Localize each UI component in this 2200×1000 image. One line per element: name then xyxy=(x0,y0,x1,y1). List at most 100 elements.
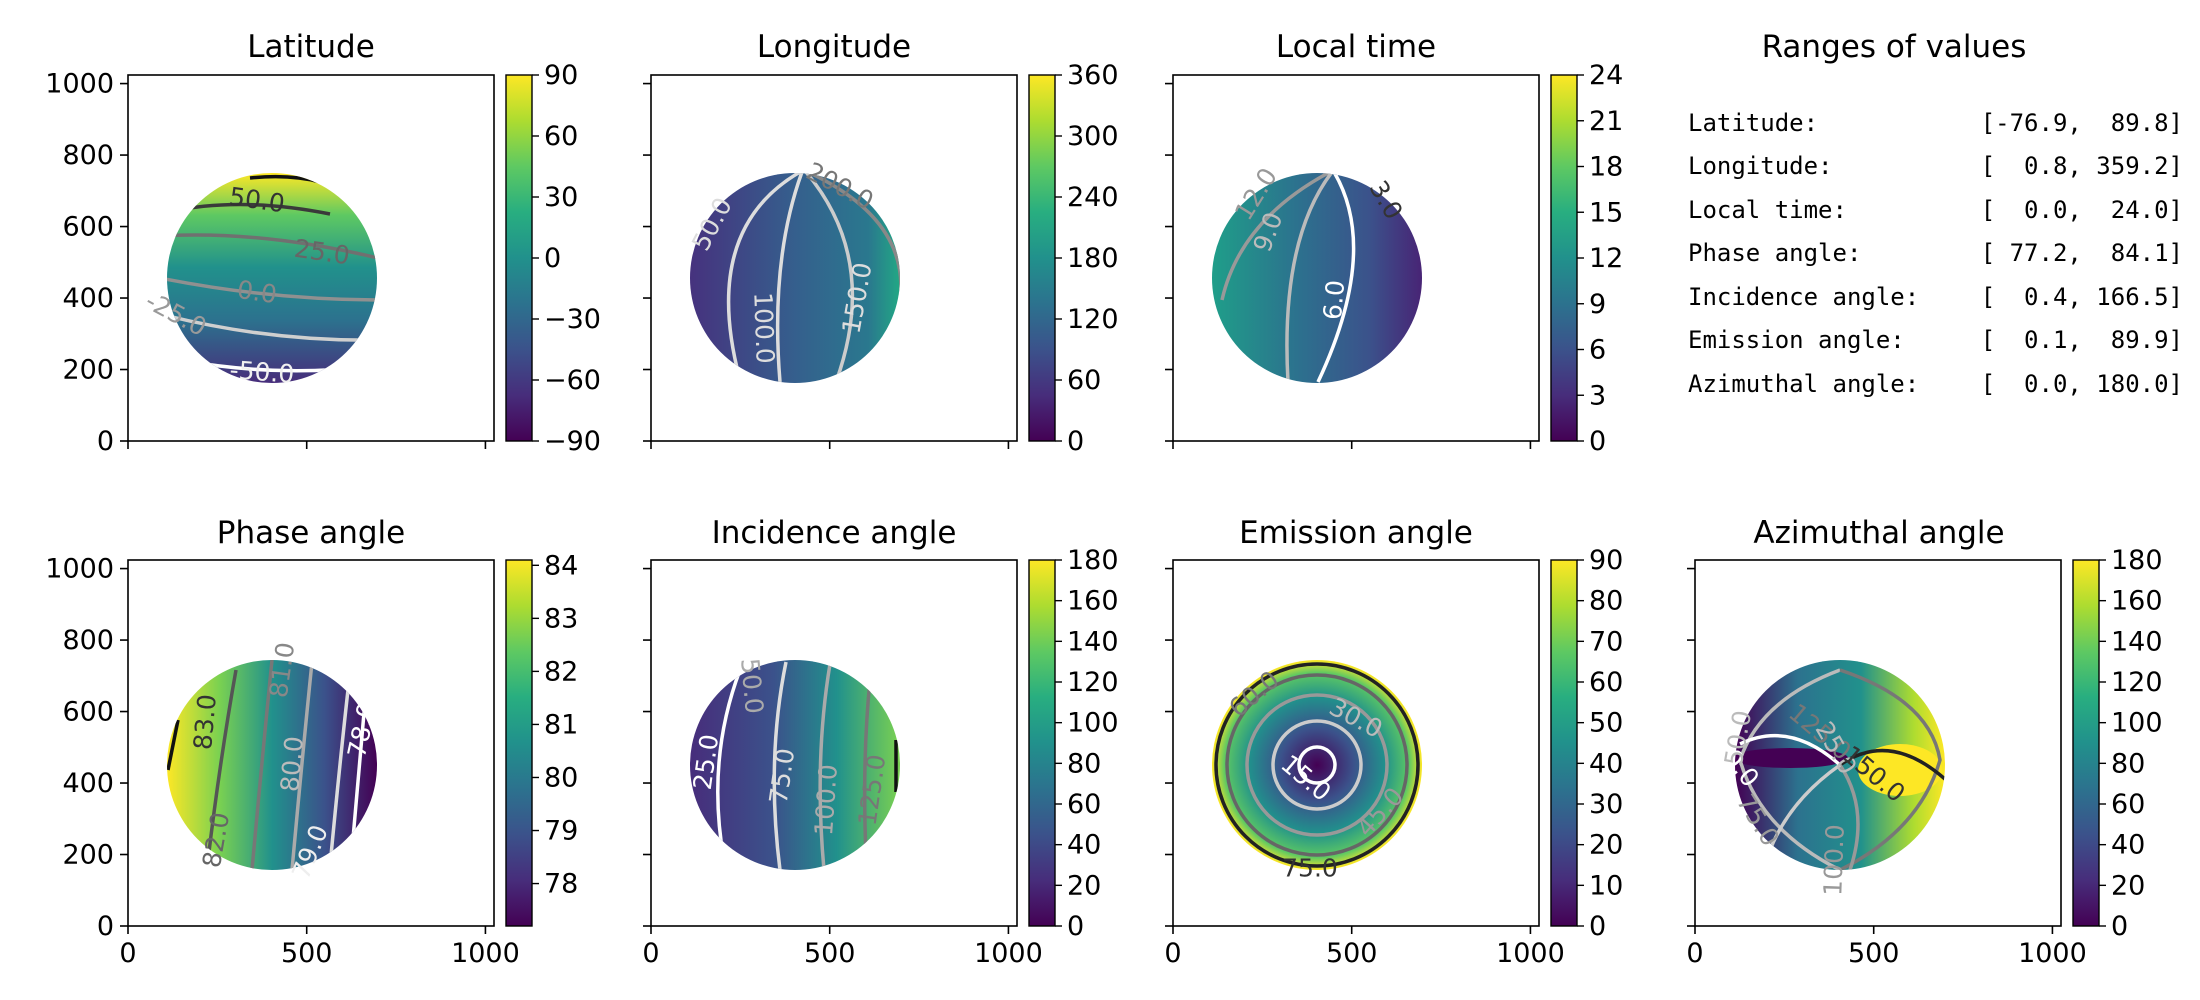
y-tick-label: 800 xyxy=(62,625,114,656)
y-tick-label: 400 xyxy=(62,768,114,799)
contour-line xyxy=(167,719,180,771)
contour-line xyxy=(167,276,377,302)
contour-line xyxy=(862,679,872,857)
colorbar-tick-label: 83 xyxy=(544,603,578,634)
axes-2: 24 21 18 15 12 9 6 3 0 xyxy=(1165,60,1623,457)
panel-title-incidence-angle: Incidence angle xyxy=(712,515,957,551)
x-tick-label: 1000 xyxy=(2018,938,2087,969)
colorbar-tick-label: 120 xyxy=(1067,667,1119,698)
contour-line xyxy=(1225,673,1409,857)
contour-line xyxy=(1220,173,1331,301)
colorbar-tick-label: 90 xyxy=(544,60,578,91)
colorbar-tick-label: 60 xyxy=(2111,789,2145,820)
panel-title-azimuthal-angle: Azimuthal angle xyxy=(1753,515,2004,551)
contour-line xyxy=(1839,668,1942,870)
panel-title-ranges: Ranges of values xyxy=(1762,29,2027,65)
contour-label: 6.0 xyxy=(1318,279,1350,321)
azimuth-bright-lobe xyxy=(1858,744,1942,796)
heatmap-longitude xyxy=(690,173,900,383)
colorbar-tick-label: 60 xyxy=(1067,365,1101,396)
colorbar-tick-label: 180 xyxy=(1067,545,1119,576)
ranges-table: Latitude: [-76.9, 89.8] Longitude: [ 0.8… xyxy=(1688,109,2183,398)
y-tick-label: 800 xyxy=(62,140,114,171)
colorbar-tick-label: 79 xyxy=(544,816,578,847)
colorbar-tick-label: −60 xyxy=(544,365,601,396)
colorbar-tick-label: 80 xyxy=(544,762,578,793)
axes-0: 0 200 400 600 800 1000 90 60 30 0 −30 −60 −90 xyxy=(45,60,601,457)
range-value-longitude: [ 0.8, 359.2] xyxy=(1981,152,2183,180)
disk-local-time xyxy=(1212,173,1422,383)
range-label-local-time: Local time: xyxy=(1688,196,1847,224)
x-tick-label: 0 xyxy=(642,938,659,969)
azimuth-dark-lobe xyxy=(1735,748,1848,768)
contour-line xyxy=(804,173,855,383)
contour-label: 50.0 xyxy=(735,657,769,715)
colorbar xyxy=(505,74,533,442)
range-value-latitude: [-76.9, 89.8] xyxy=(1981,109,2183,137)
contour-label: 0.0 xyxy=(235,275,278,309)
colorbar-tick-label: 70 xyxy=(1589,626,1623,657)
colorbar-tick-label: 0 xyxy=(1589,426,1606,457)
contour-line xyxy=(290,661,314,870)
axes-1: 360 300 240 180 120 60 0 xyxy=(643,60,1119,457)
colorbar xyxy=(2072,559,2100,927)
colorbar-tick-label: 180 xyxy=(1067,243,1119,274)
colorbar-tick-label: 40 xyxy=(1067,830,1101,861)
colorbar-tick-label: −90 xyxy=(544,426,601,457)
colorbar-tick-label: 140 xyxy=(2111,626,2163,657)
x-tick-label: 0 xyxy=(119,938,136,969)
axes-frame xyxy=(650,559,1018,927)
y-tick-label: 400 xyxy=(62,283,114,314)
contour-line xyxy=(1739,733,1842,767)
disk-latitude xyxy=(167,173,377,383)
axes-5: 0 500 1000 180 160 140 120 100 80 60 40 20 0 xyxy=(642,545,1118,969)
colorbar xyxy=(1028,559,1056,927)
x-tick-label: 1000 xyxy=(1496,938,1565,969)
colorbar-tick-label: 80 xyxy=(1067,748,1101,779)
y-tick-label: 200 xyxy=(62,355,114,386)
colorbar-tick-label: 30 xyxy=(544,182,578,213)
colorbar-tick-label: 120 xyxy=(1067,304,1119,335)
range-label-latitude: Latitude: xyxy=(1688,109,1818,137)
colorbar-tick-label: 80 xyxy=(2111,748,2145,779)
colorbar-tick-label: 160 xyxy=(2111,586,2163,617)
colorbar-tick-label: 24 xyxy=(1589,60,1623,91)
contour-line xyxy=(1316,173,1356,383)
colorbar-tick-label: 15 xyxy=(1589,197,1623,228)
contour-line xyxy=(772,661,788,870)
range-label-incidence-angle: Incidence angle: xyxy=(1688,283,1919,311)
contour-line xyxy=(167,233,377,260)
colorbar-tick-label: 0 xyxy=(2111,911,2128,942)
contour-line xyxy=(167,312,377,342)
colorbar-tick-label: 140 xyxy=(1067,626,1119,657)
contour-label: 75.0 xyxy=(1282,854,1338,883)
range-value-incidence-angle: [ 0.4, 166.5] xyxy=(1981,283,2183,311)
contour-line xyxy=(1297,745,1337,785)
axes-7: 0 500 1000 180 160 140 120 100 80 60 40 20 0 xyxy=(1686,545,2162,969)
contour-line xyxy=(726,173,801,381)
contour-line xyxy=(1245,693,1389,837)
heatmap-phase-angle xyxy=(167,660,377,870)
contour-label: -50.0 xyxy=(229,355,296,388)
colorbar-tick-label: 60 xyxy=(544,121,578,152)
range-label-phase-angle: Phase angle: xyxy=(1688,239,1861,267)
colorbar-tick-label: 0 xyxy=(1067,911,1084,942)
panel-title-local-time: Local time xyxy=(1276,29,1436,65)
contour-label: 100.0 xyxy=(1818,824,1849,897)
colorbar-tick-label: 40 xyxy=(2111,830,2145,861)
x-tick-label: 500 xyxy=(1326,938,1378,969)
range-label-longitude: Longitude: xyxy=(1688,152,1833,180)
colorbar-tick-label: 18 xyxy=(1589,152,1623,183)
contour-line xyxy=(1838,764,1860,870)
y-tick-label: 1000 xyxy=(45,554,114,585)
x-tick-label: 0 xyxy=(1164,938,1181,969)
colorbar-tick-label: 12 xyxy=(1589,243,1623,274)
colorbar-tick-label: 60 xyxy=(1589,667,1623,698)
contour-line xyxy=(1271,719,1363,811)
x-tick-label: 500 xyxy=(281,938,333,969)
colorbar-tick-label: −30 xyxy=(544,304,601,335)
y-tick-label: 0 xyxy=(97,426,114,457)
contour-line xyxy=(1838,748,1945,782)
